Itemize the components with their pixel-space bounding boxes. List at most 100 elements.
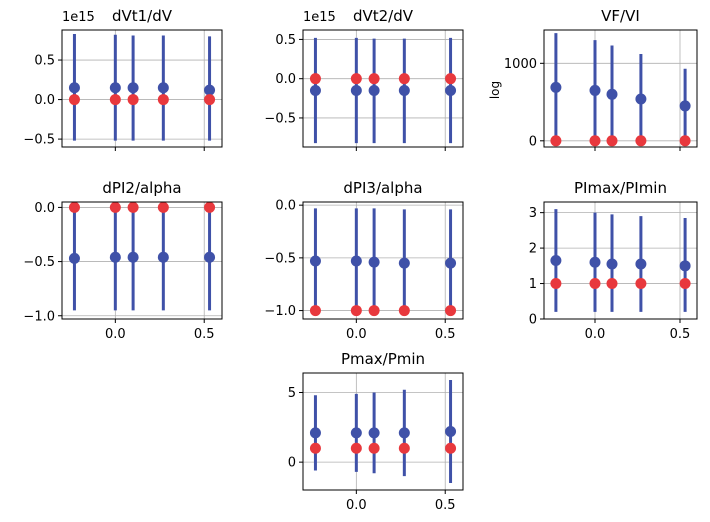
data-point <box>445 426 457 437</box>
axes-frame <box>543 201 698 320</box>
x-tick-label: 0.0 <box>346 498 367 513</box>
data-point <box>550 135 562 147</box>
x-tick-label: 0.0 <box>585 327 606 342</box>
data-point <box>309 305 321 317</box>
subplot-title: dPI3/alpha <box>343 179 422 197</box>
subplot-title: dVt1/dV <box>112 7 173 25</box>
y-tick-label: 1000 <box>504 57 537 72</box>
data-point <box>157 82 169 94</box>
data-point <box>550 81 562 93</box>
axes-frame <box>61 29 223 148</box>
y-tick-label: −1.0 <box>264 304 296 319</box>
data-point <box>635 135 647 147</box>
y-tick-label: −0.5 <box>264 111 296 126</box>
data-point <box>309 255 321 267</box>
data-point <box>368 442 380 454</box>
subplot-6: 3 2 1 0 0.0 0.5 PImax/PImin <box>529 179 698 342</box>
data-point <box>309 427 321 439</box>
axes-frame <box>61 201 223 320</box>
data-point <box>445 84 457 96</box>
y-tick-label: −1.0 <box>23 309 55 324</box>
data-point <box>445 442 457 454</box>
x-tick-label: 0.5 <box>670 327 691 342</box>
y-tick-label: 0 <box>529 134 537 149</box>
data-point <box>109 94 121 106</box>
data-point <box>127 201 139 213</box>
subplot-2: 0.5 0.0 −0.5 dVt2/dV 1e15 <box>264 7 464 151</box>
data-point <box>127 94 139 106</box>
data-point <box>350 73 362 85</box>
axes-frame <box>543 29 698 148</box>
data-point <box>445 305 457 317</box>
data-point <box>679 260 691 272</box>
x-tick-label: 0.0 <box>346 327 367 342</box>
data-point <box>679 135 691 147</box>
y-tick-label: 3 <box>529 206 537 221</box>
axes-frame <box>302 29 464 148</box>
y-tick-label: 5 <box>288 386 296 401</box>
data-point <box>68 94 80 106</box>
subplot-title: dPI2/alpha <box>102 179 181 197</box>
y-tick-label: −0.5 <box>23 133 55 148</box>
data-point <box>68 82 80 94</box>
data-point <box>350 84 362 96</box>
data-point <box>398 257 410 269</box>
data-point <box>368 305 380 317</box>
data-point <box>445 257 457 269</box>
y-tick-label: 0 <box>529 313 537 328</box>
data-point <box>550 255 562 266</box>
axis-offset-label: 1e15 <box>62 10 95 25</box>
data-point <box>68 201 80 213</box>
data-point <box>127 251 139 263</box>
data-point <box>445 73 457 85</box>
data-point <box>635 278 647 290</box>
data-point <box>204 94 216 106</box>
data-point <box>368 73 380 85</box>
subplot-title: VF/VI <box>601 7 640 25</box>
subplot-4: 0.0 −0.5 −1.0 0.0 0.5 dPI2/alpha <box>23 179 223 342</box>
data-point <box>109 251 121 263</box>
data-point <box>398 305 410 317</box>
data-point <box>550 278 562 290</box>
data-point <box>309 442 321 454</box>
y-tick-label: 0.0 <box>275 199 296 214</box>
y-tick-label: −0.5 <box>264 251 296 266</box>
data-point <box>589 84 601 96</box>
data-point <box>157 201 169 213</box>
y-tick-label: 0.5 <box>34 54 55 69</box>
subplot-title: Pmax/Pmin <box>341 350 425 368</box>
axes-frame <box>302 372 464 491</box>
subplot-title: PImax/PImin <box>574 179 667 197</box>
data-point <box>398 442 410 454</box>
data-point <box>679 278 691 290</box>
data-point <box>350 427 362 439</box>
data-point <box>398 73 410 85</box>
y-tick-label: 1 <box>529 277 537 292</box>
y-tick-label: 0 <box>288 456 296 471</box>
data-point <box>309 73 321 85</box>
data-point <box>68 252 80 264</box>
data-point <box>606 88 618 100</box>
data-point <box>635 93 647 105</box>
data-point <box>309 84 321 96</box>
y-tick-label: 0.0 <box>34 93 55 108</box>
x-tick-label: 0.0 <box>105 327 126 342</box>
y-tick-label: −0.5 <box>23 255 55 270</box>
data-point <box>368 256 380 268</box>
data-point <box>109 201 121 213</box>
axes-frame <box>302 201 464 320</box>
y-tick-label: 0.0 <box>275 72 296 87</box>
subplot-7: 5 0 0.0 0.5 Pmax/Pmin <box>288 350 464 513</box>
data-point <box>398 84 410 96</box>
data-point <box>368 84 380 96</box>
data-point <box>589 256 601 268</box>
x-tick-label: 0.5 <box>435 498 456 513</box>
data-point <box>589 135 601 147</box>
data-point <box>679 100 691 112</box>
data-point <box>204 251 216 263</box>
data-point <box>635 258 647 270</box>
subplot-5: 0.0 −0.5 −1.0 0.0 0.5 dPI3/alpha <box>264 179 464 342</box>
data-point <box>350 255 362 267</box>
x-tick-label: 0.5 <box>194 327 215 342</box>
